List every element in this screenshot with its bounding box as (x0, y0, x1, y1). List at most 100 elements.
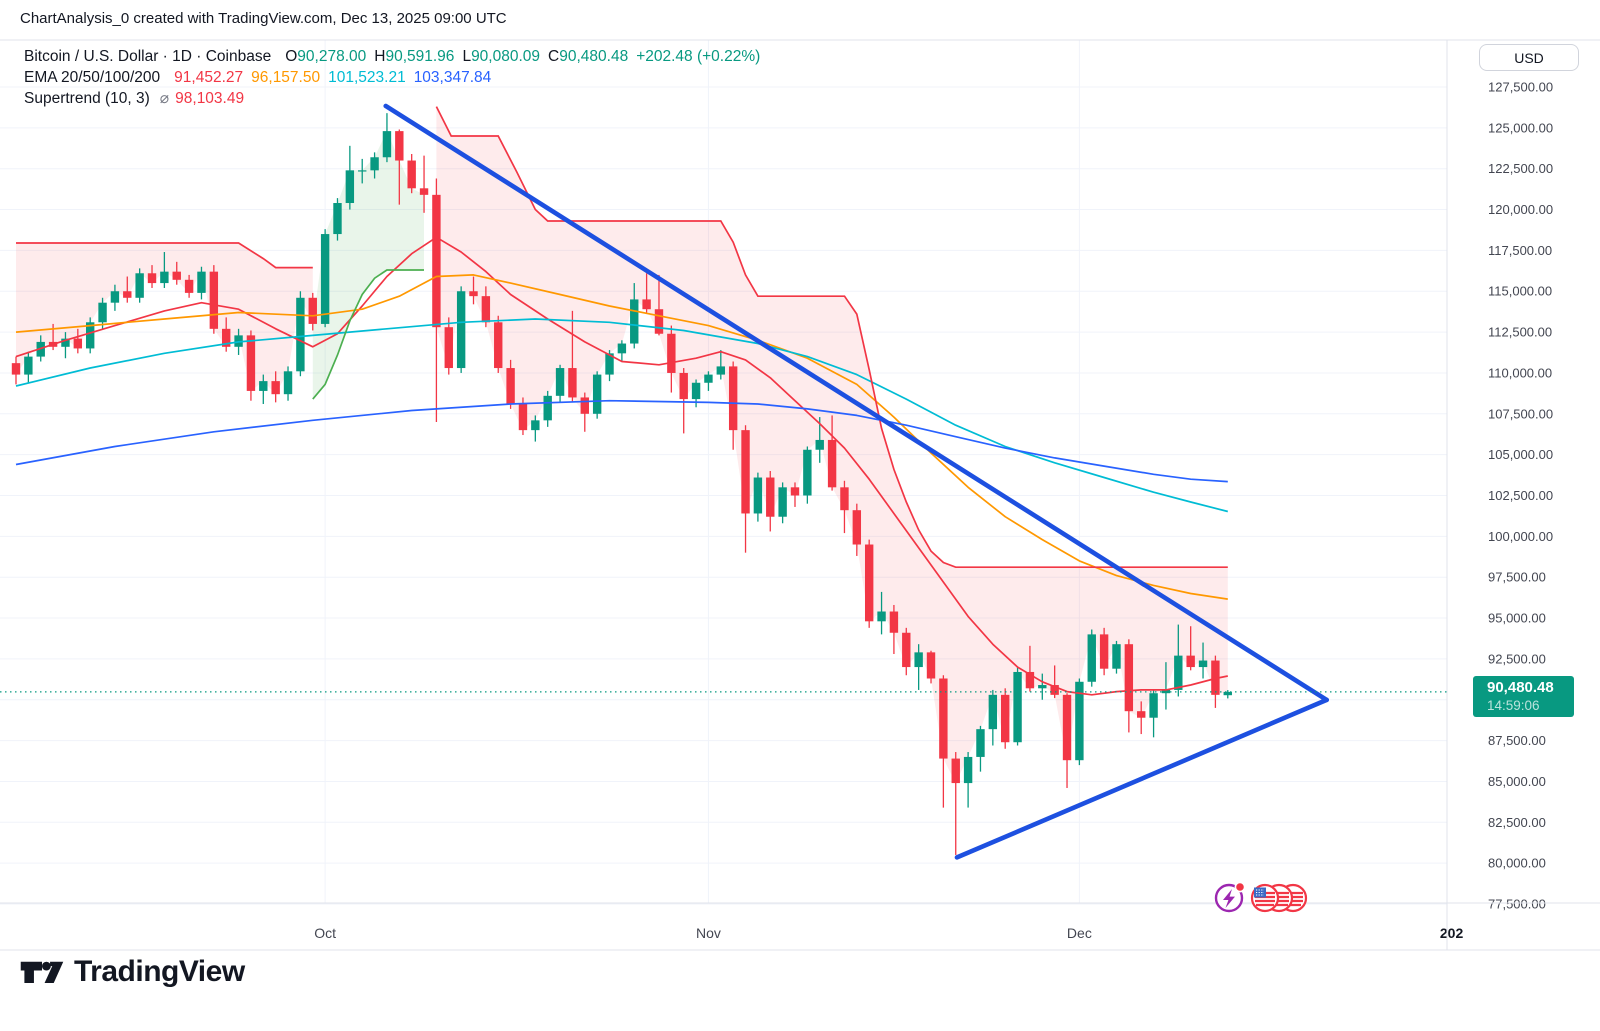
candle (642, 273, 651, 313)
ema20-line (15, 236, 1228, 696)
candle (1001, 688, 1010, 749)
candle (1174, 624, 1183, 697)
time-axis-label[interactable]: 202 (1440, 925, 1464, 941)
candle (716, 350, 726, 380)
candle (1186, 626, 1195, 671)
price-tick-label[interactable]: 102,500.00 (1488, 488, 1553, 503)
ema20-value: 91,452.27 (174, 69, 244, 86)
price-tick-label[interactable]: 87,500.00 (1488, 733, 1546, 748)
price-tick-label[interactable]: 92,500.00 (1488, 651, 1546, 666)
ema50-value: 96,157.50 (251, 69, 321, 86)
candle (73, 328, 83, 354)
price-tick-label[interactable]: 127,500.00 (1488, 80, 1553, 95)
time-axis-label[interactable]: Dec (1067, 925, 1092, 941)
candle (654, 274, 664, 336)
ema-legend-row[interactable]: EMA 20/50/100/200 91,452.27 96,157.50 10… (24, 67, 760, 88)
currency-unit-button[interactable]: USD (1479, 44, 1579, 71)
candle (11, 356, 21, 385)
page-title: ChartAnalysis_0 created with TradingView… (20, 10, 507, 27)
descending-trendline[interactable] (383, 103, 1329, 703)
candle (592, 371, 602, 419)
supertrend-legend-row[interactable]: Supertrend (10, 3) ⌀ 98,103.49 (24, 88, 760, 109)
candle (1013, 667, 1022, 746)
price-tick-label[interactable]: 105,000.00 (1488, 447, 1553, 462)
candle (1223, 690, 1232, 699)
price-tick-label[interactable]: 117,500.00 (1488, 243, 1552, 258)
candle (568, 310, 577, 403)
price-tick-label[interactable]: 77,500.00 (1488, 896, 1546, 911)
price-tick-label[interactable]: 80,000.00 (1488, 856, 1546, 871)
candle (308, 292, 317, 331)
price-tick-label[interactable]: 95,000.00 (1488, 611, 1546, 626)
candle (630, 283, 639, 349)
candle (1198, 642, 1208, 679)
price-tick-label[interactable]: 125,000.00 (1488, 120, 1553, 135)
last-price-value: 90,480.48 (1487, 679, 1554, 696)
candle (123, 276, 132, 303)
time-axis-label[interactable]: Oct (314, 925, 336, 941)
candle (444, 317, 453, 375)
candle (728, 361, 738, 450)
candle (222, 317, 231, 352)
candle (889, 604, 899, 654)
candle (704, 371, 713, 391)
candle (494, 315, 503, 373)
low-value: 90,080.09 (471, 48, 541, 65)
candle (469, 276, 478, 305)
candle (320, 229, 330, 328)
price-tick-label[interactable]: 97,500.00 (1488, 570, 1546, 585)
tradingview-logo-icon (20, 961, 64, 983)
open-value: 90,278.00 (297, 48, 367, 65)
candle (951, 752, 960, 855)
price-tick-label[interactable]: 115,000.00 (1488, 284, 1552, 299)
candle (926, 650, 936, 684)
average-icon: ⌀ (159, 90, 170, 107)
low-label: L (462, 48, 472, 65)
supertrend-line-down (16, 242, 313, 269)
time-axis-label[interactable]: Nov (696, 925, 721, 941)
economic-events-icon[interactable] (1250, 883, 1308, 913)
candle (1050, 665, 1059, 699)
candle (667, 325, 676, 393)
high-label: H (374, 48, 386, 65)
ascending-trendline[interactable] (954, 697, 1329, 860)
price-tick-label[interactable]: 82,500.00 (1488, 815, 1546, 830)
price-tick-label[interactable]: 112,500.00 (1488, 325, 1552, 340)
candle (395, 129, 404, 205)
candle (1062, 693, 1072, 788)
price-tick-label[interactable]: 107,500.00 (1488, 406, 1553, 421)
chart-event-icons (1214, 881, 1308, 913)
candle (531, 415, 540, 442)
symbol-title: Bitcoin / U.S. Dollar · 1D · Coinbase (24, 48, 272, 65)
plot-area[interactable] (0, 103, 1447, 860)
candle (61, 332, 70, 359)
tradingview-logo-text: TradingView (74, 955, 245, 988)
candle (827, 415, 837, 491)
high-value: 90,591.96 (385, 48, 455, 65)
candle (963, 752, 973, 808)
candle (840, 480, 849, 534)
candle (803, 446, 812, 504)
ema200-value: 103,347.84 (413, 69, 492, 86)
candle (407, 153, 416, 194)
tradingview-logo[interactable]: TradingView (20, 953, 245, 991)
events-alert-icon[interactable] (1214, 881, 1246, 913)
candle (543, 390, 552, 427)
candle (1124, 639, 1134, 733)
supertrend-line-down (435, 106, 1228, 569)
candle (85, 317, 95, 354)
ema100-value: 101,523.21 (328, 69, 406, 86)
supertrend-value: 98,103.49 (175, 90, 245, 107)
price-tick-label[interactable]: 120,000.00 (1488, 202, 1553, 217)
price-tick-label[interactable]: 85,000.00 (1488, 774, 1546, 789)
candle (1087, 629, 1096, 687)
price-tick-label[interactable]: 100,000.00 (1488, 529, 1553, 544)
candle (778, 482, 787, 524)
price-tick-label[interactable]: 110,000.00 (1488, 365, 1552, 380)
price-tick-label[interactable]: 122,500.00 (1488, 161, 1553, 176)
candle (197, 266, 206, 300)
